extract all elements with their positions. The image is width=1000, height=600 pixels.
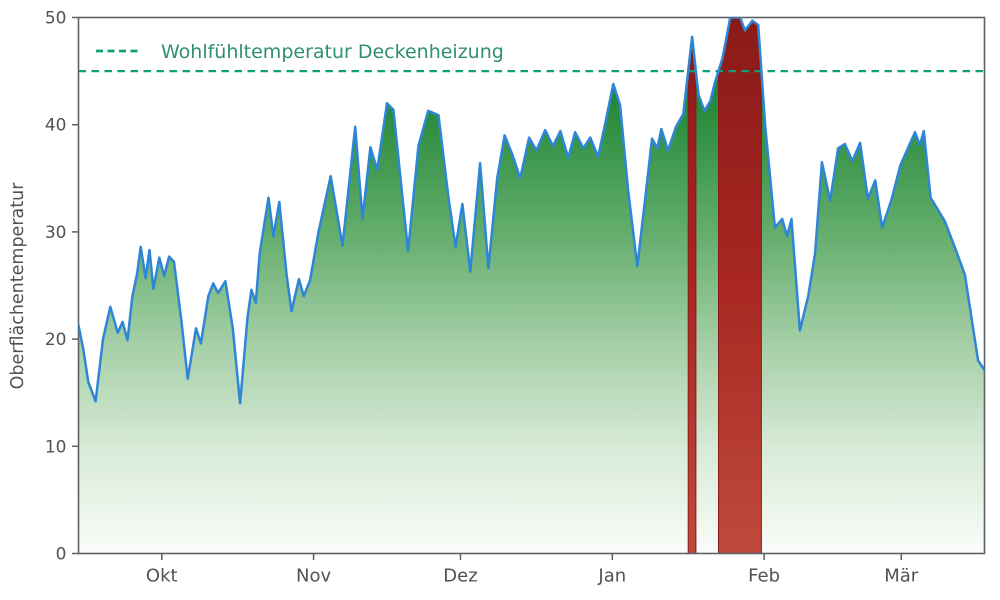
x-tick-label: Mär <box>884 566 919 587</box>
plot-border <box>77 16 986 555</box>
y-tick-label: 0 <box>56 545 67 565</box>
x-axis-ticks: Okt Nov Dez Jan Feb Mär <box>146 553 919 587</box>
y-tick-label: 50 <box>45 9 67 29</box>
x-tick-label: Jan <box>597 566 626 587</box>
temperature-line <box>78 17 985 405</box>
over-threshold-area <box>718 17 762 554</box>
over-threshold-area <box>687 36 697 554</box>
legend: Wohlfühltemperatur Deckenheizung <box>96 41 504 63</box>
y-tick-label: 20 <box>45 330 67 350</box>
x-tick-label: Okt <box>146 566 178 587</box>
y-axis-ticks: 0 10 20 30 40 50 <box>45 9 79 565</box>
legend-label: Wohlfühltemperatur Deckenheizung <box>161 41 504 63</box>
y-axis-label: Oberflächentemperatur <box>8 182 28 390</box>
x-tick-label: Feb <box>748 566 780 587</box>
x-tick-label: Dez <box>443 566 477 587</box>
y-tick-label: 10 <box>45 437 67 457</box>
y-tick-label: 30 <box>45 223 67 243</box>
x-tick-label: Nov <box>296 566 331 587</box>
y-tick-label: 40 <box>45 116 67 136</box>
